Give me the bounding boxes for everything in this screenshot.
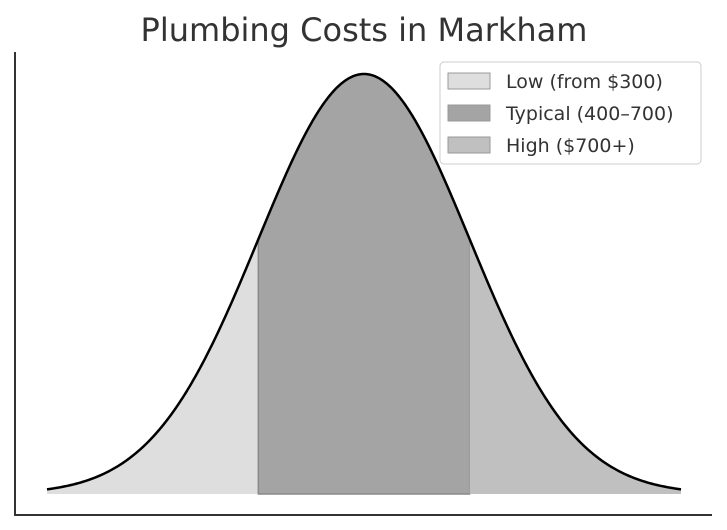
legend-frame — [439, 61, 702, 165]
area-region-1 — [47, 239, 259, 494]
legend-items: Low (from $300) Typical (400–700) High ($7… — [447, 71, 674, 157]
legend-label-3: High ($700+) — [506, 135, 635, 157]
legend: Low (from $300) Typical (400–700) High ($7… — [439, 61, 702, 165]
legend-label-1: Low (from $300) — [506, 71, 663, 93]
area-region-3 — [469, 239, 681, 494]
distribution-curve-group — [46, 72, 682, 491]
chart-title: Plumbing Costs in Markham — [141, 11, 588, 49]
legend-swatch-2 — [447, 104, 491, 122]
legend-swatch-3 — [447, 136, 491, 154]
legend-label-2: Typical (400–700) — [505, 103, 674, 125]
area-region-2 — [257, 73, 471, 495]
distribution-curve — [46, 72, 682, 491]
legend-swatch-1 — [447, 72, 491, 90]
